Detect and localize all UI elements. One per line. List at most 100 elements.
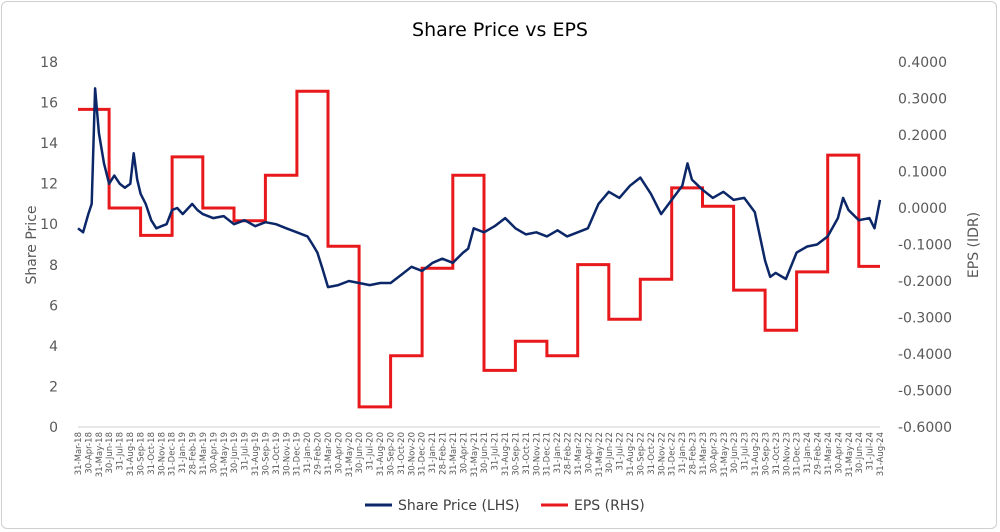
x-tick-label: 31-Jan-19 [178, 432, 188, 473]
x-tick-label: 31-Aug-22 [626, 432, 636, 476]
x-tick-label: 30-Sep-20 [386, 432, 396, 476]
series-group [77, 87, 882, 409]
x-tick-label: 30-Nov-18 [157, 432, 167, 476]
x-tick-label: 30-Sep-18 [136, 432, 146, 476]
x-tick-label: 30-Apr-18 [84, 432, 94, 474]
x-tick-label: 31-Dec-20 [418, 432, 428, 476]
x-tick-labels: 31-Mar-18 30-Apr-18 31-May-18 30-Jun-18 31-J… [74, 432, 886, 477]
y-right-tick-label: 0.4000 [898, 55, 947, 71]
x-tick-label: 30-Nov-20 [407, 432, 417, 476]
x-tick-label: 31-Dec-22 [668, 432, 678, 476]
x-tick-label: 30-Apr-20 [334, 432, 344, 474]
legend: Share Price (LHS) EPS (RHS) [365, 498, 645, 514]
x-tick-label: 30-Nov-21 [532, 432, 542, 476]
y-right-tick-label: 0.3000 [898, 92, 947, 108]
x-tick-label: 30-Sep-22 [636, 432, 646, 476]
x-tick-label: 31-Oct-20 [397, 432, 407, 475]
x-tick-label: 31-May-23 [720, 432, 730, 477]
x-tick-label: 31-Aug-19 [251, 432, 261, 476]
x-tick-label: 31-Jul-20 [366, 432, 376, 471]
y-left-tick-label: 4 [49, 339, 58, 355]
x-tick-label: 30-Jun-19 [230, 432, 240, 474]
x-tick-label: 30-Jun-18 [105, 432, 115, 474]
x-tick-label: 30-Sep-19 [261, 432, 271, 476]
x-tick-label: 30-Nov-19 [282, 432, 292, 476]
x-tick-label: 31-Oct-23 [772, 432, 782, 475]
x-tick-label: 31-Oct-19 [272, 432, 282, 475]
x-tick-label: 31-Aug-24 [876, 432, 886, 476]
x-tick-label: 30-Apr-22 [584, 432, 594, 474]
x-tick-label: 30-Jun-20 [355, 432, 365, 474]
x-tick-label: 30-Sep-21 [511, 432, 521, 476]
x-tick-label: 28-Feb-23 [689, 432, 699, 475]
x-tick-label: 31-Jul-22 [616, 432, 626, 471]
x-tick-label: 31-Jan-24 [803, 432, 813, 473]
x-tick-label: 31-Jan-20 [303, 432, 313, 473]
x-tick-label: 30-Jun-24 [855, 432, 865, 474]
x-tick-label: 31-Jul-23 [741, 432, 751, 471]
x-tick-label: 31-Dec-19 [293, 432, 303, 476]
x-tick-label: 31-Mar-22 [574, 432, 584, 475]
share-price-line [77, 87, 882, 289]
x-tick-label: 31-Dec-18 [168, 432, 178, 476]
x-tick-label: 28-Feb-22 [564, 432, 574, 475]
y-right-tick-label: -0.5000 [898, 384, 952, 400]
x-tick-label: 30-Apr-24 [834, 432, 844, 474]
x-tick-label: 31-Jan-22 [553, 432, 563, 473]
x-tick-label: 31-Mar-20 [324, 432, 334, 475]
y-left-axis-title: Share Price [24, 205, 40, 284]
x-tick-label: 31-Jul-21 [491, 432, 501, 471]
x-tick-label: 28-Feb-19 [189, 432, 199, 475]
x-tick-label: 30-Jun-21 [480, 432, 490, 474]
x-tick-label: 30-Apr-21 [459, 432, 469, 474]
y-left-tick-label: 0 [49, 420, 58, 436]
y-left-tick-label: 14 [40, 136, 58, 152]
x-tick-label: 31-Mar-23 [699, 432, 709, 475]
y-right-tick-label: -0.4000 [898, 347, 952, 363]
y-left-tick-label: 10 [40, 217, 58, 233]
x-tick-label: 30-Jun-23 [730, 432, 740, 474]
y-left-tick-label: 18 [40, 55, 58, 71]
x-tick-label: 31-May-22 [595, 432, 605, 477]
x-tick-label: 29-Feb-20 [314, 432, 324, 475]
y-left-tick-label: 16 [40, 96, 58, 112]
x-tick-label: 31-Oct-22 [647, 432, 657, 475]
x-tick-label: 28-Feb-21 [439, 432, 449, 475]
y-left-tick-label: 12 [40, 177, 58, 193]
y-right-tick-label: -0.3000 [898, 311, 952, 327]
x-tick-label: 30-Jun-22 [605, 432, 615, 474]
x-tick-label: 31-Aug-20 [376, 432, 386, 476]
x-tick-label: 30-Apr-23 [709, 432, 719, 474]
y-left-tick-label: 8 [49, 258, 58, 274]
x-tick-label: 31-Aug-21 [501, 432, 511, 476]
x-tick-label: 31-Mar-24 [824, 432, 834, 475]
x-tick-label: 31-Mar-18 [74, 432, 84, 475]
x-tick-label: 31-Oct-21 [522, 432, 532, 475]
x-tick-label: 31-Jul-24 [866, 432, 876, 471]
x-tick-label: 31-Dec-21 [543, 432, 553, 476]
y-left-tick-label: 6 [49, 298, 58, 314]
x-tick-label: 31-May-20 [345, 432, 355, 477]
y-right-tick-label: -0.1000 [898, 238, 952, 254]
x-tick-label: 31-May-19 [220, 432, 230, 477]
x-tick-label: 31-Jul-18 [116, 432, 126, 471]
x-tick-label: 31-Aug-18 [126, 432, 136, 476]
y-right-tick-labels: -0.6000 -0.5000 -0.4000 -0.3000 -0.2000 -0.10… [898, 55, 952, 436]
legend-label-share-price: Share Price (LHS) [398, 498, 520, 514]
x-tick-label: 31-Jul-19 [241, 432, 251, 471]
x-tick-label: 31-Mar-21 [449, 432, 459, 475]
y-right-tick-label: -0.2000 [898, 274, 952, 290]
y-right-tick-label: 0.2000 [898, 128, 947, 144]
y-right-tick-label: -0.6000 [898, 420, 952, 436]
y-right-tick-label: 0.1000 [898, 165, 947, 181]
x-tick-label: 30-Sep-23 [761, 432, 771, 476]
x-tick-label: 30-Apr-19 [209, 432, 219, 474]
x-tick-label: 31-May-18 [95, 432, 105, 477]
eps-line [78, 89, 880, 409]
x-tick-label: 31-May-21 [470, 432, 480, 477]
y-left-tick-label: 2 [49, 379, 58, 395]
x-tick-label: 31-Jan-21 [428, 432, 438, 473]
x-tick-label: 31-May-24 [845, 432, 855, 477]
